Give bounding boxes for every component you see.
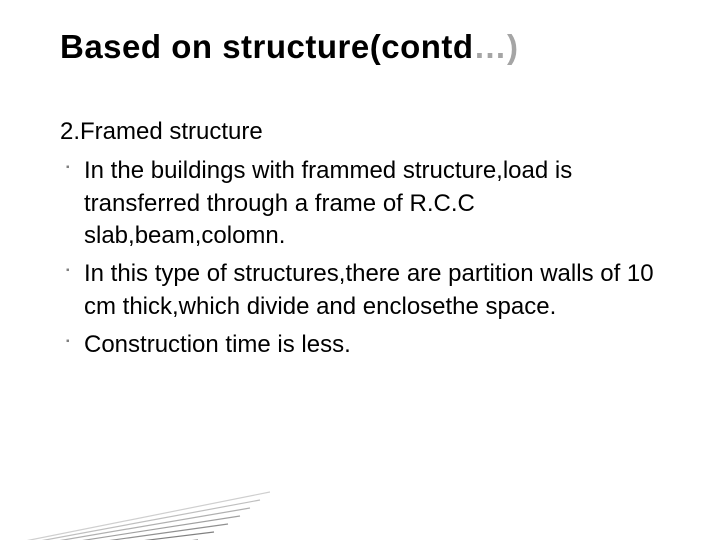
- slide-title: Based on structure(contd…): [60, 28, 680, 66]
- title-text-main: Based on structure(contd: [60, 28, 474, 65]
- corner-decoration-icon: [0, 442, 270, 540]
- list-item: In the buildings with frammed structure,…: [60, 155, 660, 252]
- slide-body: 2.Framed structure In the buildings with…: [60, 116, 660, 368]
- bullet-list: In the buildings with frammed structure,…: [60, 155, 660, 361]
- list-item: In this type of structures,there are par…: [60, 258, 660, 323]
- slide: Based on structure(contd…) 2.Framed stru…: [0, 0, 720, 540]
- title-text-ellipsis: …): [474, 28, 519, 65]
- list-item: Construction time is less.: [60, 329, 660, 361]
- body-subhead: 2.Framed structure: [60, 116, 660, 147]
